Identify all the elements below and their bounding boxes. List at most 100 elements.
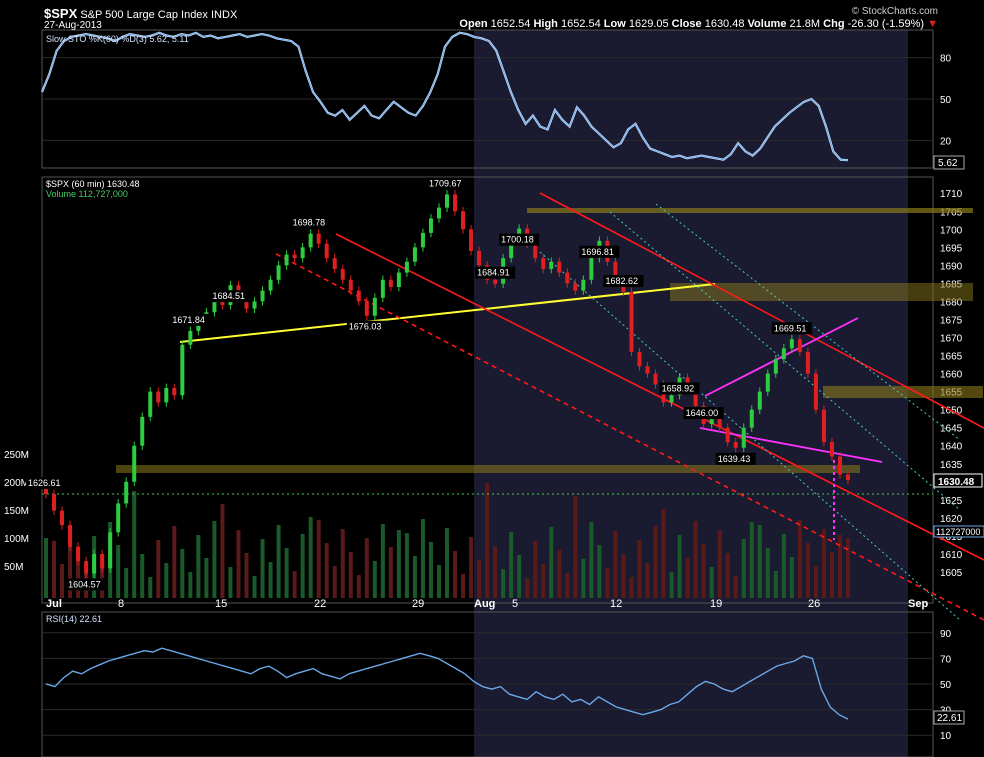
volume-bar-56: [493, 546, 498, 598]
volume-bar-100: [846, 538, 850, 598]
candle-body-88: [749, 409, 754, 428]
candle-body-67: [581, 279, 586, 291]
sto-tick-0: 20: [940, 136, 952, 147]
candle-body-32: [300, 247, 305, 259]
candle-body-29: [276, 265, 281, 280]
volume-bar-15: [164, 563, 169, 598]
price-label-3: 1684.51: [212, 291, 245, 301]
volume-bar-67: [581, 559, 586, 598]
volume-bar-60: [525, 578, 530, 598]
candle-body-10: [124, 481, 129, 504]
candle-body-26: [252, 301, 257, 309]
x-tick-4: 29: [412, 598, 424, 610]
candle-body-62: [541, 258, 546, 269]
cyan-dotted-1: [609, 211, 961, 511]
candle-body-86: [733, 442, 738, 448]
volume-tick-0: 50M: [4, 562, 23, 573]
sto-tick-1: 50: [940, 95, 952, 106]
volume-bar-74: [637, 540, 642, 598]
x-tick-2: 15: [215, 598, 227, 610]
volume-bar-23: [228, 567, 233, 598]
header-date: 27-Aug-2013: [44, 20, 102, 31]
volume-bar-55: [485, 483, 490, 598]
volume-bar-11: [132, 491, 137, 598]
candle-body-50: [445, 194, 449, 208]
price-tick-3: 1620: [940, 514, 963, 525]
price-tick-14: 1675: [940, 315, 963, 326]
volume-bar-39: [356, 575, 361, 598]
candle-body-97: [821, 409, 826, 443]
price-tick-8: 1645: [940, 424, 963, 435]
volume-bar-13: [148, 577, 153, 598]
volume-bar-51: [453, 551, 458, 598]
candle-body-3: [68, 525, 73, 547]
candle-body-28: [268, 279, 273, 291]
x-tick-5: Aug: [474, 598, 495, 610]
candle-body-85: [725, 427, 730, 443]
yellow-trendline: [179, 283, 716, 343]
volume-bar-66: [573, 496, 578, 598]
volume-bar-94: [797, 520, 802, 598]
candle-body-43: [388, 279, 393, 287]
price-label-bg-0: [26, 477, 66, 490]
price-label-7: 1700.18: [501, 235, 534, 245]
candle-body-52: [461, 211, 466, 230]
rsi-title: RSI(14) 22.61: [46, 614, 102, 624]
volume-bar-49: [436, 565, 441, 598]
volume-bar-54: [477, 560, 482, 598]
volume-bar-59: [517, 555, 522, 598]
candle-body-48: [428, 218, 433, 233]
x-tick-8: 19: [710, 598, 722, 610]
open-label: Open: [459, 18, 488, 30]
volume-bar-44: [396, 530, 401, 598]
volume-bar-30: [284, 548, 289, 598]
candle-body-68: [589, 258, 594, 280]
volume-bar-21: [212, 521, 217, 598]
candle-body-9: [116, 503, 121, 533]
volume-bar-89: [757, 525, 762, 598]
price-label-bg-7: [499, 233, 540, 246]
candle-body-1: [52, 494, 57, 511]
price-label-bg-4: [290, 216, 331, 229]
candle-body-64: [557, 261, 562, 273]
rsi-tick-0: 10: [940, 731, 952, 742]
sto-title: Slow STO %K(60) %D(3) 5.62, 5.11: [46, 34, 189, 44]
candle-body-71: [613, 261, 618, 280]
volume-bar-52: [461, 574, 466, 598]
volume-bar-33: [308, 517, 313, 598]
candle-body-78: [669, 395, 674, 403]
price-tick-15: 1680: [940, 297, 963, 308]
header-symbol: $SPX S&P 500 Large Cap Index INDX: [44, 6, 237, 21]
candle-body-39: [356, 290, 361, 302]
volume-last-box: [933, 525, 984, 538]
rsi-tick-4: 90: [940, 629, 952, 640]
volume-bar-95: [805, 543, 810, 598]
volume-bar-86: [733, 576, 738, 598]
price-tick-4: 1625: [940, 496, 963, 507]
watermark: © StockCharts.com: [851, 6, 938, 17]
sto-last-value: 5.62: [938, 158, 958, 169]
volume-bar-29: [276, 525, 281, 598]
volume-bar-85: [725, 553, 730, 598]
price-label-bg-2: [170, 313, 211, 326]
volume-bar-40: [364, 538, 369, 598]
price-tick-6: 1635: [940, 460, 963, 471]
price-tick-1: 1610: [940, 550, 963, 561]
volume-bar-0: [44, 538, 48, 598]
symbol: $SPX: [44, 6, 78, 21]
candle-body-51: [453, 194, 458, 212]
candle-body-34: [316, 233, 321, 244]
price-label-9: 1696.81: [581, 247, 614, 257]
low-value: 1629.05: [628, 18, 669, 30]
volume-bar-26: [252, 576, 257, 598]
down-arrow-icon: ▼: [927, 18, 938, 30]
candle-body-18: [188, 330, 193, 345]
volume-bar-19: [196, 535, 201, 598]
exchange: INDX: [211, 9, 238, 21]
candle-body-45: [404, 261, 409, 273]
price-label-11: 1658.92: [662, 383, 695, 393]
sto-tick-2: 80: [940, 54, 952, 65]
volume-bar-37: [340, 529, 345, 598]
volume-bar-28: [268, 562, 273, 598]
zone-1705: [527, 208, 973, 213]
